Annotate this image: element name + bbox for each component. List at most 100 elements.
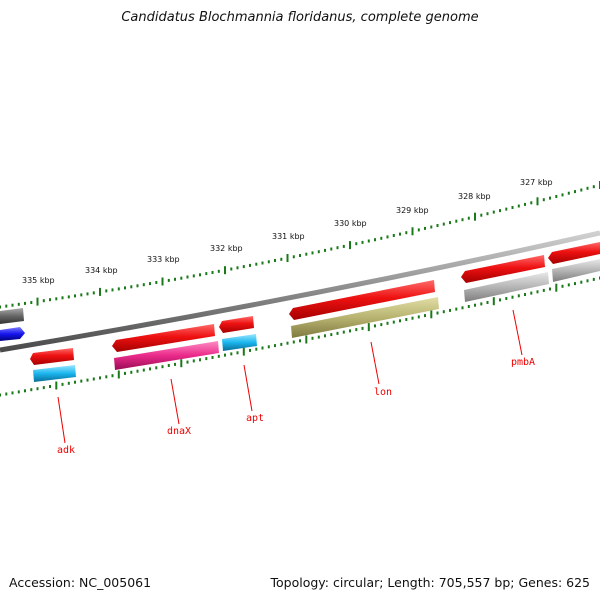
gene-feature[interactable] <box>461 255 545 283</box>
minor-tick <box>199 358 201 362</box>
gene-feature[interactable] <box>30 348 74 365</box>
minor-tick <box>336 331 339 335</box>
minor-tick <box>0 393 1 397</box>
minor-tick <box>11 391 14 395</box>
minor-tick <box>311 251 314 255</box>
minor-tick <box>230 267 233 271</box>
minor-tick <box>130 285 133 289</box>
gene-label-adk: adk <box>57 445 75 456</box>
minor-tick <box>417 228 420 232</box>
gene-feature[interactable] <box>33 365 76 382</box>
major-tick <box>224 266 226 275</box>
inner-tick-ring <box>0 276 600 397</box>
minor-tick <box>17 390 20 394</box>
gene-feature[interactable] <box>289 280 435 320</box>
minor-tick <box>74 380 76 384</box>
major-tick <box>555 283 558 292</box>
minor-tick <box>386 321 389 325</box>
minor-tick <box>186 275 189 279</box>
major-tick <box>117 370 120 379</box>
minor-tick <box>142 283 145 287</box>
gene-feature[interactable] <box>219 316 254 333</box>
minor-tick <box>292 255 295 259</box>
minor-tick <box>455 219 458 223</box>
minor-tick <box>205 357 208 361</box>
minor-tick <box>67 295 70 299</box>
minor-tick <box>317 250 320 254</box>
minor-tick <box>461 306 464 310</box>
minor-tick <box>49 298 51 302</box>
genome-backbone <box>0 230 600 353</box>
major-tick <box>367 323 370 332</box>
minor-tick <box>586 279 589 283</box>
gene-feature[interactable] <box>112 324 215 352</box>
minor-tick <box>592 277 595 281</box>
minor-tick <box>311 336 314 340</box>
tick-label-329kbp: 329 kbp <box>396 206 429 215</box>
minor-tick <box>580 188 583 192</box>
gene-feature[interactable] <box>114 341 219 370</box>
major-tick <box>36 297 39 306</box>
minor-tick <box>261 261 264 265</box>
minor-tick <box>230 352 233 356</box>
minor-tick <box>574 282 576 286</box>
gene-label-apt: apt <box>246 413 264 424</box>
major-tick <box>180 359 183 368</box>
major-tick <box>349 241 351 250</box>
minor-tick <box>42 299 45 303</box>
minor-tick <box>392 234 395 237</box>
minor-tick <box>305 252 308 256</box>
tick-label-335kbp: 335 kbp <box>22 276 55 285</box>
minor-tick <box>24 389 26 393</box>
minor-tick <box>42 386 45 390</box>
gene-label-dnaX: dnaX <box>167 426 191 437</box>
gene-feature[interactable] <box>291 297 439 338</box>
minor-tick <box>124 371 126 375</box>
minor-tick <box>224 353 226 357</box>
minor-tick <box>405 231 408 235</box>
minor-tick <box>161 365 164 369</box>
gene-feature[interactable] <box>0 327 25 341</box>
minor-tick <box>442 310 445 314</box>
minor-tick <box>492 210 495 214</box>
major-tick <box>286 254 289 262</box>
minor-tick <box>380 323 383 327</box>
minor-tick <box>480 302 483 306</box>
minor-tick <box>111 374 114 378</box>
minor-tick <box>361 326 364 330</box>
major-tick <box>242 347 245 356</box>
minor-tick <box>274 259 276 262</box>
minor-tick <box>342 330 345 334</box>
minor-tick <box>217 269 220 273</box>
major-tick <box>161 277 164 286</box>
gene-feature[interactable] <box>548 242 600 264</box>
map-title: Candidatus Blochmannia floridanus, compl… <box>121 10 479 25</box>
minor-tick <box>149 367 151 371</box>
minor-tick <box>549 287 551 291</box>
minor-tick <box>24 301 26 305</box>
gene-feature[interactable] <box>0 308 24 324</box>
minor-tick <box>242 265 245 269</box>
minor-tick <box>174 277 176 281</box>
gene-feature[interactable] <box>464 272 549 302</box>
minor-tick <box>530 201 533 205</box>
minor-tick <box>505 207 508 211</box>
minor-tick <box>374 324 376 328</box>
minor-tick <box>286 341 289 345</box>
tick-label-328kbp: 328 kbp <box>458 192 491 201</box>
minor-tick <box>192 274 195 278</box>
minor-tick <box>155 366 158 370</box>
minor-tick <box>399 232 401 236</box>
minor-tick <box>542 198 545 202</box>
minor-tick <box>336 246 339 250</box>
minor-tick <box>61 296 64 300</box>
minor-tick <box>542 288 545 292</box>
gene-feature[interactable] <box>222 334 257 351</box>
major-tick <box>430 310 433 319</box>
minor-tick <box>80 293 83 297</box>
minor-tick <box>155 281 158 284</box>
minor-tick <box>136 369 139 373</box>
gene-feature[interactable] <box>552 259 600 282</box>
tick-label-332kbp: 332 kbp <box>210 244 243 253</box>
minor-tick <box>61 382 64 386</box>
